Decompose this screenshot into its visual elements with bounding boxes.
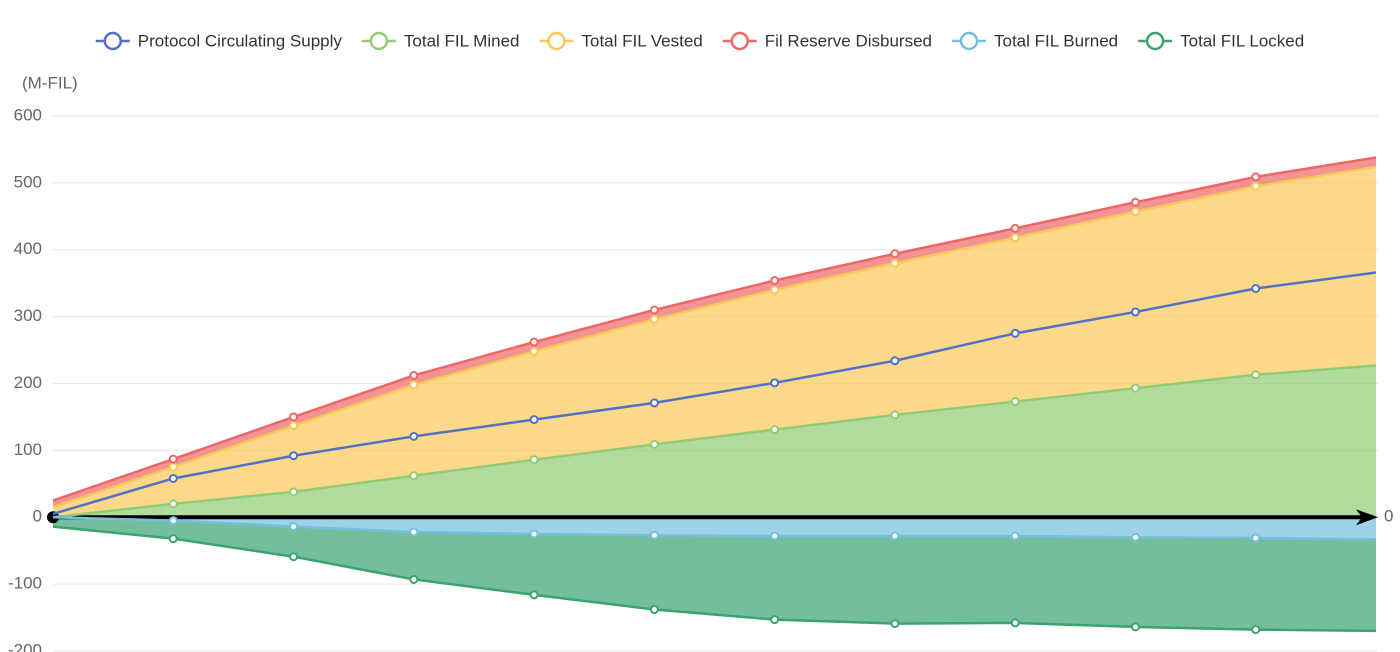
legend: Protocol Circulating Supply Total FIL Min… xyxy=(95,31,1304,51)
point xyxy=(1130,197,1140,207)
legend-marker xyxy=(1145,31,1165,51)
point xyxy=(409,471,419,481)
point xyxy=(1251,533,1261,543)
legend-label: Protocol Circulating Supply xyxy=(138,31,343,50)
point xyxy=(770,276,780,286)
point xyxy=(529,346,539,356)
point xyxy=(168,534,178,544)
point xyxy=(649,605,659,615)
series-line xyxy=(52,271,1377,516)
point xyxy=(770,531,780,541)
point xyxy=(168,473,178,483)
point xyxy=(1251,625,1261,635)
legend-marker xyxy=(103,31,123,51)
point xyxy=(168,462,178,472)
y-tick-label: 300 xyxy=(14,306,42,325)
point xyxy=(1010,531,1020,541)
point xyxy=(649,305,659,315)
legend-label: Fil Reserve Disbursed xyxy=(765,31,932,50)
point xyxy=(649,530,659,540)
legend-marker xyxy=(547,31,566,51)
legend-label: Total FIL Mined xyxy=(404,31,520,50)
point xyxy=(529,590,539,600)
point xyxy=(649,314,659,324)
point xyxy=(409,380,419,390)
point xyxy=(770,285,780,295)
point xyxy=(1251,284,1261,294)
legend-label: Total FIL Burned xyxy=(994,31,1118,50)
point xyxy=(1251,172,1261,182)
point xyxy=(529,529,539,539)
area xyxy=(53,517,1376,540)
y-axis-label: (M-FIL) xyxy=(22,73,78,92)
point xyxy=(1130,383,1140,393)
legend-marker xyxy=(369,31,389,51)
zero-axis-label: 0 xyxy=(1384,507,1393,526)
y-tick-label: 0 xyxy=(33,507,42,526)
point xyxy=(1130,207,1140,217)
point xyxy=(1251,181,1261,191)
point xyxy=(770,615,780,625)
series-line xyxy=(52,516,1377,541)
point xyxy=(409,574,419,584)
point xyxy=(289,552,299,562)
point xyxy=(409,431,419,441)
point xyxy=(529,415,539,425)
point xyxy=(890,258,900,268)
y-tick-label: 400 xyxy=(14,239,42,258)
point xyxy=(409,527,419,537)
point xyxy=(890,531,900,541)
series-line xyxy=(52,525,1377,633)
areas xyxy=(53,157,1376,631)
point xyxy=(890,619,900,629)
point xyxy=(890,356,900,366)
point xyxy=(289,451,299,461)
point xyxy=(1130,622,1140,632)
legend-marker xyxy=(730,31,750,51)
point xyxy=(289,522,299,532)
point xyxy=(1010,223,1020,233)
point xyxy=(289,412,299,422)
y-tick-label: 500 xyxy=(14,172,42,191)
point xyxy=(409,370,419,380)
legend-label: Total FIL Vested xyxy=(581,31,702,50)
series-line xyxy=(52,364,1377,519)
point xyxy=(1010,328,1020,338)
point xyxy=(890,249,900,259)
area xyxy=(53,166,1376,518)
legend-label: Total FIL Locked xyxy=(1180,31,1304,50)
point xyxy=(529,337,539,347)
point xyxy=(770,378,780,388)
point xyxy=(1130,532,1140,542)
point xyxy=(529,455,539,465)
point xyxy=(890,410,900,420)
y-tick-label: -200 xyxy=(8,640,42,652)
zero-axis-arrow xyxy=(1356,509,1378,526)
point xyxy=(649,439,659,449)
y-tick-label: -100 xyxy=(8,574,42,593)
area xyxy=(53,517,1376,631)
point xyxy=(1251,370,1261,380)
point xyxy=(289,487,299,497)
point xyxy=(770,425,780,435)
point xyxy=(289,421,299,431)
area xyxy=(53,365,1376,518)
point xyxy=(649,398,659,408)
point xyxy=(168,454,178,464)
series-line xyxy=(52,165,1377,509)
point xyxy=(1010,397,1020,407)
legend-marker xyxy=(959,31,979,51)
y-tick-label: 200 xyxy=(14,373,42,392)
y-tick-label: 100 xyxy=(14,440,42,459)
y-tick-label: 600 xyxy=(14,105,42,124)
point xyxy=(1010,233,1020,243)
point xyxy=(168,516,178,526)
point xyxy=(1130,307,1140,317)
point xyxy=(1010,618,1020,628)
point xyxy=(168,499,178,509)
series-line xyxy=(52,156,1377,502)
